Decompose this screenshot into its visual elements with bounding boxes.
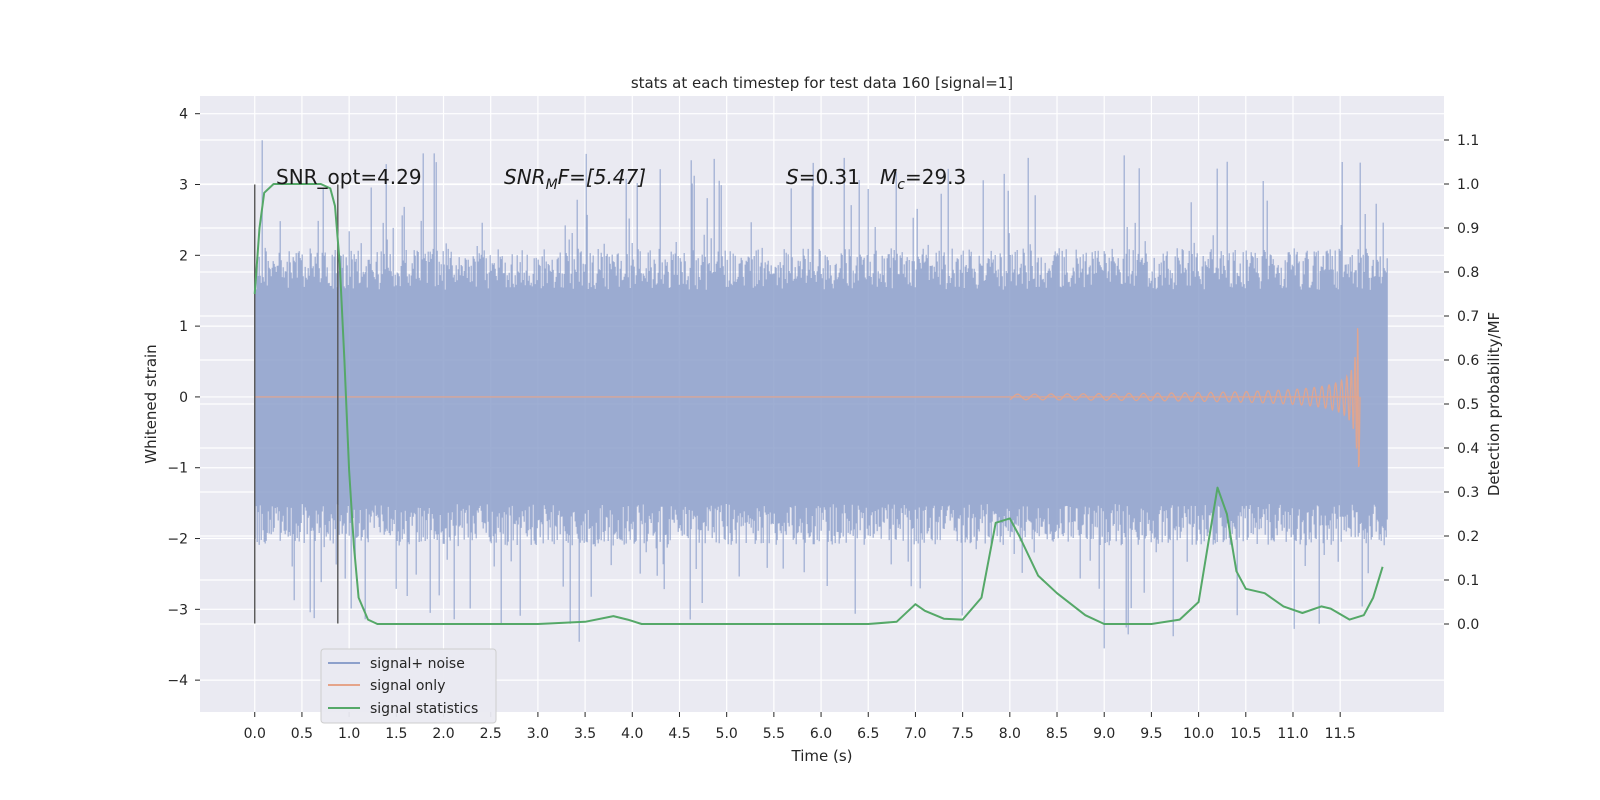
x-tick-label: 0.5 xyxy=(291,726,313,742)
signal-statistics-series xyxy=(253,183,1384,625)
x-tick-label: 2.5 xyxy=(480,726,502,742)
y-right-tick-label: 1.0 xyxy=(1457,177,1479,193)
x-tick-label: 8.0 xyxy=(999,726,1021,742)
x-tick-label: 6.0 xyxy=(810,726,832,742)
y-right-tick-label: 1.1 xyxy=(1457,133,1479,149)
x-axis-ticks: 0.0 0.5 1.0 1.5 2.0 2.5 3.0 3.5 4.0 4.5 5.0 5.5 6.0 6… xyxy=(244,712,1356,742)
x-tick-label: 0.0 xyxy=(244,726,266,742)
signal-statistics-line xyxy=(253,183,1384,625)
x-tick-label: 7.0 xyxy=(904,726,926,742)
legend-box xyxy=(320,648,497,724)
legend: signal+ noise signal only signal statist… xyxy=(320,648,497,724)
x-tick-label: 11.5 xyxy=(1325,726,1356,742)
x-tick-label: 4.5 xyxy=(668,726,690,742)
chart-title: stats at each timestep for test data 160… xyxy=(631,74,1013,92)
x-tick-label: 2.0 xyxy=(432,726,454,742)
signal-only-chirp xyxy=(1009,328,1361,468)
annotation-s-value: S=0.31 xyxy=(786,165,860,189)
y-tick-label: 4 xyxy=(179,107,188,123)
y-right-tick-label: 0.4 xyxy=(1457,441,1479,457)
x-tick-label: 3.5 xyxy=(574,726,596,742)
y-axis-ticks: 4 3 2 1 0 −1 −2 −3 −4 xyxy=(167,107,200,689)
x-tick-label: 10.5 xyxy=(1230,726,1261,742)
y-tick-label: 0 xyxy=(179,390,188,406)
signal-only-series xyxy=(254,328,1361,468)
annotation-snr-opt: SNR_opt=4.29 xyxy=(276,165,422,189)
y-right-tick-label: 0.1 xyxy=(1457,573,1479,589)
y-right-tick-label: 0.6 xyxy=(1457,353,1479,369)
x-tick-label: 10.0 xyxy=(1183,726,1214,742)
y-right-tick-label: 0.9 xyxy=(1457,221,1479,237)
y-axis-label: Whitened strain xyxy=(142,344,160,463)
y-tick-label: −2 xyxy=(167,532,188,548)
y-right-axis-ticks: 1.1 1.0 0.9 0.8 0.7 0.6 0.5 0.4 0.3 0.2 0.1 0.0 xyxy=(1444,133,1479,633)
y-right-tick-label: 0.2 xyxy=(1457,529,1479,545)
y-tick-label: −4 xyxy=(167,673,188,689)
y-tick-label: 1 xyxy=(179,319,188,335)
y-right-tick-label: 0.5 xyxy=(1457,397,1479,413)
x-tick-label: 8.5 xyxy=(1046,726,1068,742)
legend-label-signal-noise: signal+ noise xyxy=(370,656,465,672)
y-right-tick-label: 0.7 xyxy=(1457,309,1479,325)
x-tick-label: 5.5 xyxy=(763,726,785,742)
x-tick-label: 1.0 xyxy=(338,726,360,742)
legend-label-signal-statistics: signal statistics xyxy=(370,701,478,717)
x-axis-label: Time (s) xyxy=(791,747,853,765)
x-tick-label: 4.0 xyxy=(621,726,643,742)
y-right-tick-label: 0.8 xyxy=(1457,265,1479,281)
y-right-axis-label: Detection probability/MF xyxy=(1485,312,1503,496)
y-tick-label: 3 xyxy=(179,178,188,194)
x-tick-label: 9.0 xyxy=(1093,726,1115,742)
y-tick-label: −3 xyxy=(167,602,188,618)
annotation-snr-mf: SNRMF=[5.47] xyxy=(504,165,646,193)
vertical-markers xyxy=(254,184,339,624)
x-tick-label: 9.5 xyxy=(1140,726,1162,742)
x-tick-label: 7.5 xyxy=(952,726,974,742)
y-right-tick-label: 0.0 xyxy=(1457,617,1479,633)
legend-label-signal-only: signal only xyxy=(370,678,445,694)
y-tick-label: 2 xyxy=(179,248,188,264)
x-tick-label: 1.5 xyxy=(385,726,407,742)
x-tick-label: 5.0 xyxy=(716,726,738,742)
x-tick-label: 11.0 xyxy=(1277,726,1308,742)
annotation-mc-value: Mc=29.3 xyxy=(880,165,966,193)
x-tick-label: 6.5 xyxy=(857,726,879,742)
y-tick-label: −1 xyxy=(167,461,188,477)
y-right-tick-label: 0.3 xyxy=(1457,485,1479,501)
x-tick-label: 3.0 xyxy=(527,726,549,742)
